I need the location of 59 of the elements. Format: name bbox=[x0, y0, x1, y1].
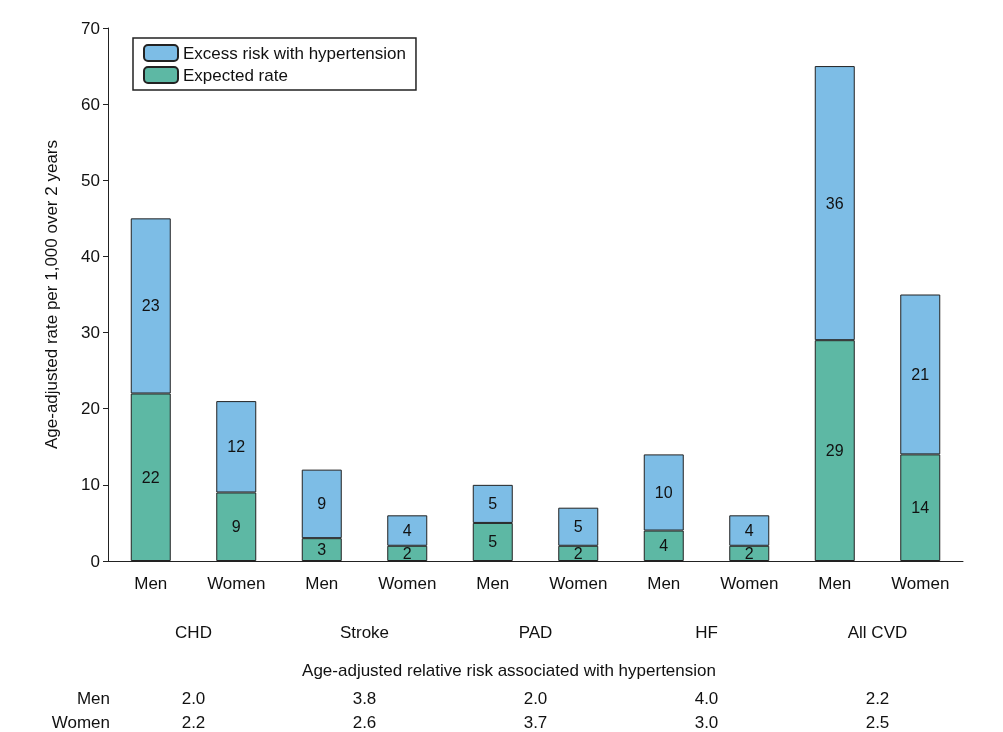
data-label: 10 bbox=[654, 483, 673, 501]
data-label: 12 bbox=[227, 438, 246, 456]
data-label: 23 bbox=[141, 297, 160, 315]
x-tick-label: Men bbox=[647, 574, 681, 593]
data-label: 4 bbox=[659, 537, 669, 555]
data-label: 2 bbox=[402, 544, 412, 562]
text: 2.2 bbox=[181, 712, 206, 732]
x-tick-label: Women bbox=[549, 574, 608, 593]
y-tick-label: 30 bbox=[81, 323, 100, 343]
text: 3.0 bbox=[694, 712, 719, 732]
x-tick-label: Men bbox=[305, 574, 339, 593]
data-label: 14 bbox=[911, 499, 930, 517]
data-label: 21 bbox=[911, 365, 930, 383]
y-tick-label: 50 bbox=[81, 170, 100, 190]
data-label: 2 bbox=[573, 544, 583, 562]
text: 2.0 bbox=[523, 688, 548, 708]
x-tick-label: Women bbox=[378, 574, 437, 593]
text: 4.0 bbox=[694, 688, 719, 708]
text: Stroke bbox=[339, 622, 390, 642]
y-axis-title: Age-adjusted rate per 1,000 over 2 years bbox=[42, 139, 61, 450]
text: Women bbox=[51, 712, 110, 732]
legend-label: Expected rate bbox=[183, 65, 288, 85]
data-label: 2 bbox=[744, 544, 754, 562]
data-label: 29 bbox=[825, 442, 844, 460]
text: CHD bbox=[175, 622, 212, 642]
data-label: 22 bbox=[141, 468, 160, 486]
data-label: 9 bbox=[231, 518, 241, 536]
data-label: 3 bbox=[317, 541, 327, 559]
text: 3.8 bbox=[352, 688, 377, 708]
y-tick-label: 70 bbox=[81, 18, 100, 38]
y-tick-label: 0 bbox=[90, 551, 100, 571]
legend-label: Excess risk with hypertension bbox=[183, 43, 406, 63]
text: Men bbox=[76, 688, 110, 708]
text: 2.6 bbox=[352, 712, 377, 732]
data-label: 5 bbox=[488, 533, 498, 551]
data-label: 4 bbox=[744, 522, 754, 540]
x-tick-label: Men bbox=[476, 574, 510, 593]
x-tick-label: Women bbox=[207, 574, 266, 593]
text: HF bbox=[695, 622, 718, 642]
text: 2.2 bbox=[865, 688, 890, 708]
y-tick-label: 20 bbox=[81, 399, 100, 419]
data-label: 36 bbox=[825, 194, 844, 212]
text: All CVD bbox=[847, 622, 908, 642]
text: Age-adjusted relative risk associated with hypertension bbox=[302, 660, 716, 680]
data-label: 4 bbox=[402, 522, 412, 540]
y-tick-label: 40 bbox=[81, 246, 100, 266]
text: 2.5 bbox=[865, 712, 890, 732]
text: 2.0 bbox=[181, 688, 206, 708]
data-label: 5 bbox=[573, 518, 583, 536]
data-label: 5 bbox=[488, 495, 498, 513]
x-tick-label: Women bbox=[891, 574, 950, 593]
x-tick-label: Men bbox=[134, 574, 168, 593]
x-tick-label: Men bbox=[818, 574, 852, 593]
text: 3.7 bbox=[523, 712, 548, 732]
x-tick-label: Women bbox=[720, 574, 779, 593]
y-tick-label: 60 bbox=[81, 94, 100, 114]
data-label: 9 bbox=[317, 495, 327, 513]
y-tick-label: 10 bbox=[81, 475, 100, 495]
text: PAD bbox=[518, 622, 553, 642]
